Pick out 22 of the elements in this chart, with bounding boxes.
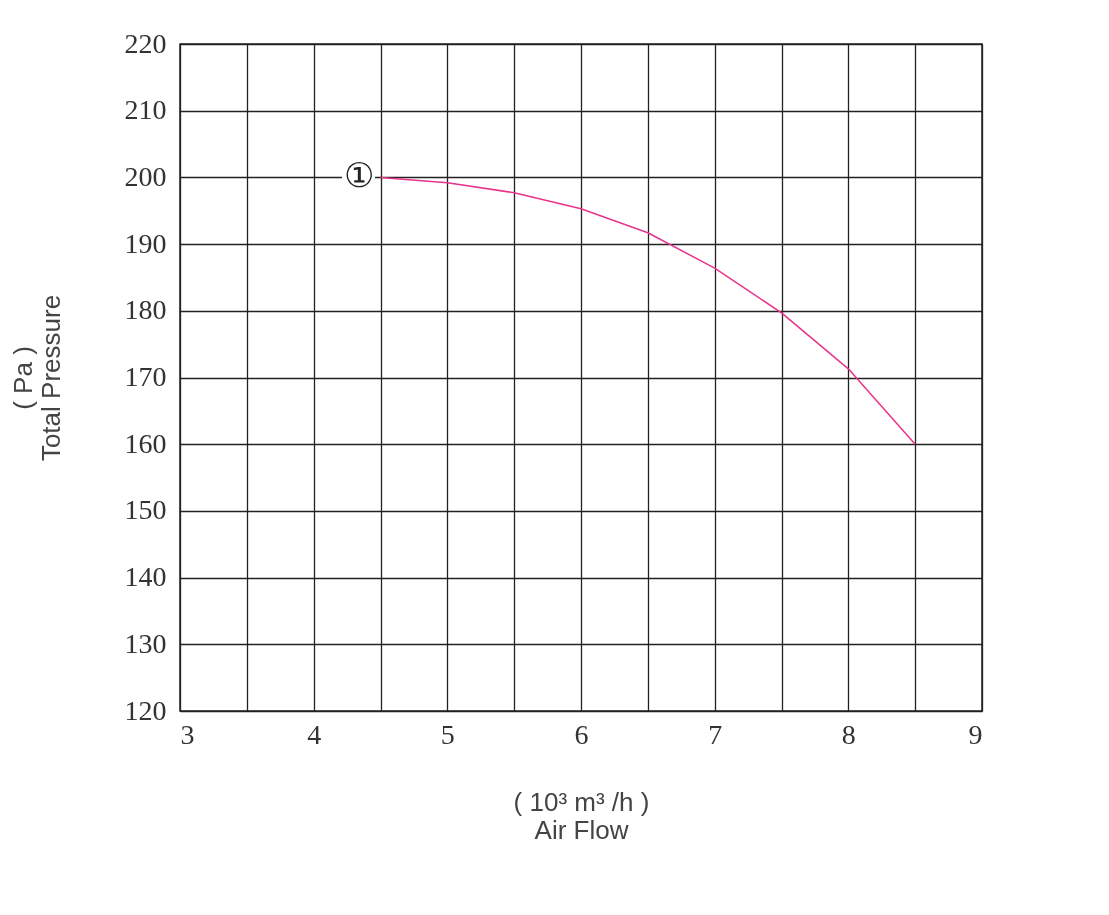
y-tick-label: 130	[124, 627, 167, 659]
x-tick-label: 3	[180, 718, 195, 750]
y-axis-title: ( Pa ) Total Pressure	[7, 294, 66, 462]
x-tick-label: 8	[841, 718, 856, 750]
y-tick-label: 120	[124, 694, 167, 726]
x-tick-label: 9	[968, 718, 983, 750]
y-tick-label: 190	[124, 227, 167, 259]
x-tick-label: 4	[307, 718, 322, 750]
y-tick-label: 160	[124, 427, 167, 459]
y-tick-label: 200	[124, 160, 167, 192]
y-tick-label: 210	[124, 94, 167, 126]
x-axis-title: ( 10³ m³ /h ) Air Flow	[513, 786, 650, 845]
y-tick-label: 150	[124, 494, 167, 526]
y-tick-label: 140	[124, 561, 167, 593]
x-tick-label: 6	[574, 718, 589, 750]
line-series	[379, 176, 916, 445]
y-tick-label: 180	[124, 294, 167, 326]
annotation: ①	[343, 157, 374, 195]
y-tick-label: 170	[124, 361, 167, 392]
x-tick-label: 5	[440, 718, 455, 750]
x-tick-label: 7	[708, 718, 723, 750]
y-tick-label: 220	[124, 27, 167, 59]
